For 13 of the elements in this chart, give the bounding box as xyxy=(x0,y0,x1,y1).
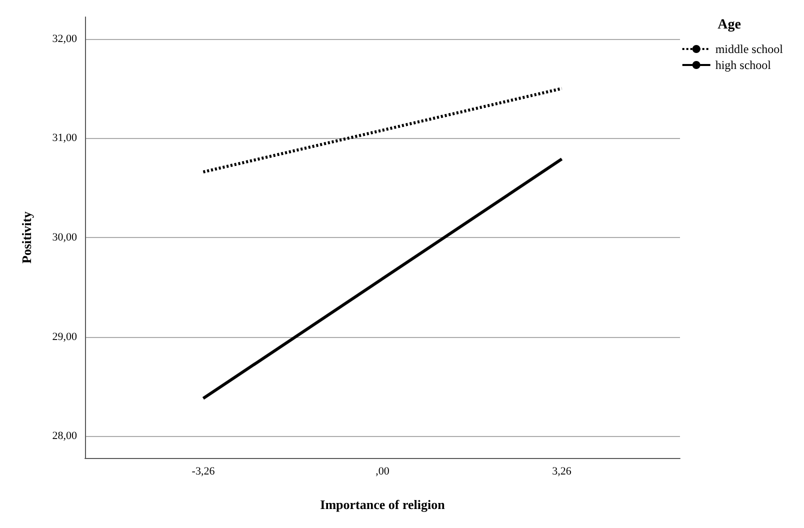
legend-title: Age xyxy=(718,18,742,32)
legend-label: high school xyxy=(715,58,772,72)
y-axis-title: Positivity xyxy=(19,211,34,264)
y-tick-label: 32,00 xyxy=(52,32,78,45)
x-axis-title: Importance of religion xyxy=(320,497,446,512)
y-tick-label: 30,00 xyxy=(52,232,78,244)
legend-label: middle school xyxy=(715,42,784,56)
y-tick-label: 28,00 xyxy=(52,430,78,442)
x-tick-label: ,00 xyxy=(376,466,390,478)
x-tick-label: 3,26 xyxy=(552,466,572,478)
y-tick-label: 31,00 xyxy=(52,132,78,144)
y-tick-label: 29,00 xyxy=(52,330,78,343)
x-tick-label: -3,26 xyxy=(192,466,216,478)
